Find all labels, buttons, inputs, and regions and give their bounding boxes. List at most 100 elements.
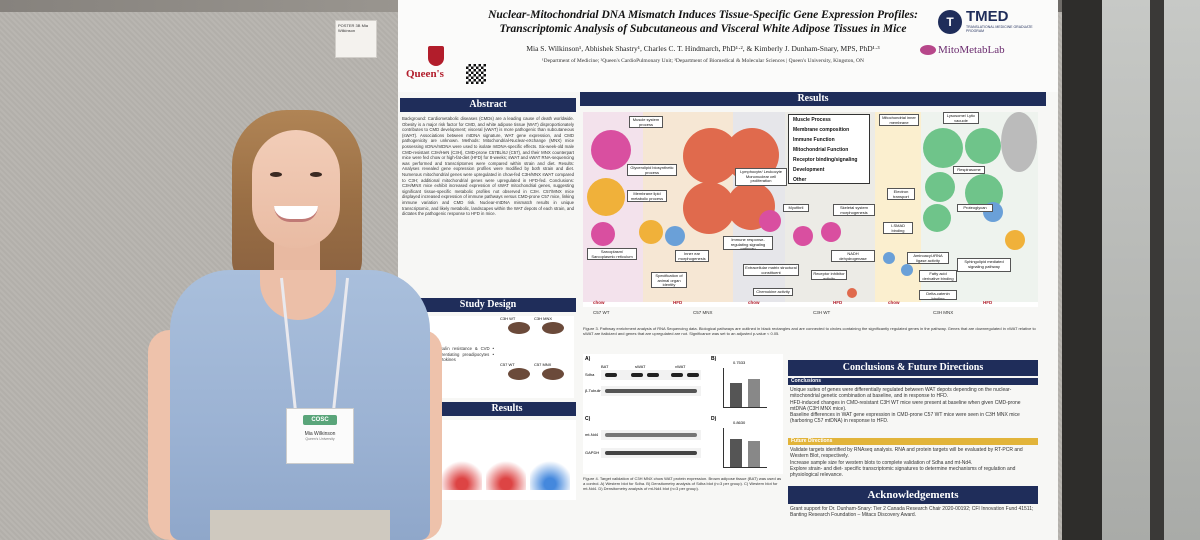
- eye: [270, 172, 282, 177]
- lab-logo: MitoMetabLab: [920, 44, 1005, 56]
- gene-circle: [1005, 230, 1025, 250]
- blot-label: β-Tubulin: [585, 388, 602, 393]
- future-item: Increase sample size for western blots t…: [790, 459, 973, 466]
- gene-circle: [923, 128, 963, 168]
- smile: [274, 206, 318, 222]
- pathway-box: Specification of animal organ identity: [651, 272, 687, 288]
- board-frame: [1062, 0, 1102, 540]
- gene-circle: [901, 264, 913, 276]
- note-card: POSTER 3B Mia Wilkinson: [335, 20, 377, 58]
- pathway-box: Extracellular matrix structural constitu…: [743, 264, 799, 276]
- future-item: Explore strain- and diet- specific trans…: [790, 465, 1016, 479]
- badge-logo: COSC: [303, 415, 337, 425]
- gene-circle: [923, 204, 951, 232]
- pathway-box: Glycerolipid biosynthetic process: [627, 164, 677, 176]
- gene-circle: [591, 222, 615, 246]
- bar: [748, 441, 760, 467]
- densitometry-chart: [723, 368, 767, 408]
- pathway-box: Mitochondrial inner membrane: [879, 114, 919, 126]
- p-value: 0.7533: [733, 360, 746, 365]
- gene-circle: [883, 252, 895, 264]
- eye: [310, 172, 322, 177]
- pathway-box: Myofibril: [783, 204, 809, 212]
- volcano-plots: [438, 420, 576, 500]
- blot-strip: [601, 386, 701, 396]
- band-label: chow: [593, 300, 605, 305]
- mouse-icon: [542, 322, 564, 334]
- pathway-box: Skeletal system morphogenesis: [833, 204, 875, 216]
- window-post: [1150, 0, 1164, 540]
- blot-band: [605, 389, 697, 393]
- gene-circle: [665, 226, 685, 246]
- future-item: Validate targets identified by RNAseq an…: [790, 447, 1023, 460]
- qr-code-icon: [466, 64, 486, 84]
- lane-label: BAT: [601, 364, 609, 369]
- lane-label: sWAT: [635, 364, 646, 369]
- badge-name: Mia Wilkinson: [304, 431, 336, 437]
- conclusion-item: HFD-induced changes in CMD-resistant C3H…: [790, 399, 1021, 412]
- group-label: C57 MNX: [693, 310, 713, 315]
- poster-header: Queen's Nuclear-Mitochondrial DNA Mismat…: [398, 0, 1058, 92]
- pathway-box: Inner ear morphogenesis: [675, 250, 709, 262]
- future-subheading: Future Directions: [788, 438, 1038, 445]
- group-label: C3H WT: [813, 310, 831, 315]
- conclusion-item: Baseline differences in WAT gene express…: [790, 412, 1020, 425]
- tmed-logo-text: TMED: [966, 8, 1009, 25]
- band-label: HFD: [983, 300, 993, 305]
- panel-label: B): [711, 356, 717, 362]
- pathway-box: Aminoacyl-tRNA ligase activity: [907, 252, 949, 264]
- pathway-box: Delta-catenin binding: [919, 290, 957, 300]
- group-labels: C57 WT C57 MNX C3H WT C3H MNX: [583, 310, 1038, 324]
- face: [252, 130, 340, 248]
- blot-band: [605, 451, 697, 455]
- gene-circle: [821, 222, 841, 242]
- name-badge: COSC Mia Wilkinson Queen's University: [286, 408, 354, 464]
- bar: [730, 383, 742, 407]
- legend-item: Immune Function: [793, 137, 835, 143]
- legend: Muscle Process Membrane composition Immu…: [788, 114, 870, 184]
- pathway-box: I-SMAD binding: [883, 222, 913, 234]
- group-label: C57 WT: [500, 362, 515, 367]
- gene-circle: [683, 182, 735, 234]
- volcano-plot: [442, 430, 482, 490]
- group-label: C57 MNX: [534, 362, 552, 367]
- acknowledgements-heading: Acknowledgements: [788, 486, 1038, 504]
- pathway-box: Receptor inhibitor activity: [811, 270, 847, 280]
- acknowledgements-text: Grant support for Dr. Dunham-Snary: Tier…: [790, 506, 1034, 519]
- pathway-box: Sphingolipid mediated signaling pathway: [957, 258, 1011, 272]
- poster-title: Nuclear-Mitochondrial DNA Mismatch Induc…: [488, 9, 918, 35]
- blot-band: [605, 433, 697, 437]
- densitometry-chart: [723, 428, 767, 468]
- gene-circle: [587, 178, 625, 216]
- band-label: chow: [888, 300, 900, 305]
- blot-band: [647, 373, 659, 377]
- future-list: Validate targets identified by RNAseq an…: [790, 447, 1036, 483]
- band-label: HFD: [833, 300, 843, 305]
- queens-logo: Queen's: [406, 46, 458, 86]
- blot-band: [631, 373, 643, 377]
- study-design-heading: Study Design: [400, 298, 576, 312]
- blot-band: [687, 373, 699, 377]
- group-label: C3H MNX: [933, 310, 954, 315]
- volcano-plot: [530, 430, 570, 490]
- figure-4-caption: Figure 4. Target validation of C3H MNX c…: [583, 476, 782, 491]
- abstract-text: Background: Cardiometabolic diseases (CM…: [402, 116, 574, 217]
- mouse-icon: [508, 322, 530, 334]
- bar: [748, 379, 760, 407]
- blot-band: [605, 373, 617, 377]
- badge-affiliation: Queen's University: [305, 437, 335, 441]
- band-chow: [875, 112, 921, 302]
- poster-authors: Mia S. Wilkinson¹, Abhishek Shastry¹, Ch…: [526, 44, 880, 53]
- band-label: HFD: [673, 300, 683, 305]
- pathway-box: Sarcoplasm/ Sarcoplasmic reticulum: [587, 248, 637, 260]
- panel-label: A): [585, 356, 591, 362]
- pathway-box: Membrane lipid metabolic process: [627, 190, 667, 202]
- results-left-heading: Results: [438, 402, 576, 416]
- panel-label: D): [711, 416, 717, 422]
- blot-label: Sdha: [585, 372, 595, 377]
- group-label: C3H WT: [500, 316, 516, 321]
- conclusions-list: Unique suites of genes were differential…: [790, 387, 1036, 437]
- panel-label: C): [585, 416, 591, 422]
- research-poster: Queen's Nuclear-Mitochondrial DNA Mismat…: [398, 0, 1058, 540]
